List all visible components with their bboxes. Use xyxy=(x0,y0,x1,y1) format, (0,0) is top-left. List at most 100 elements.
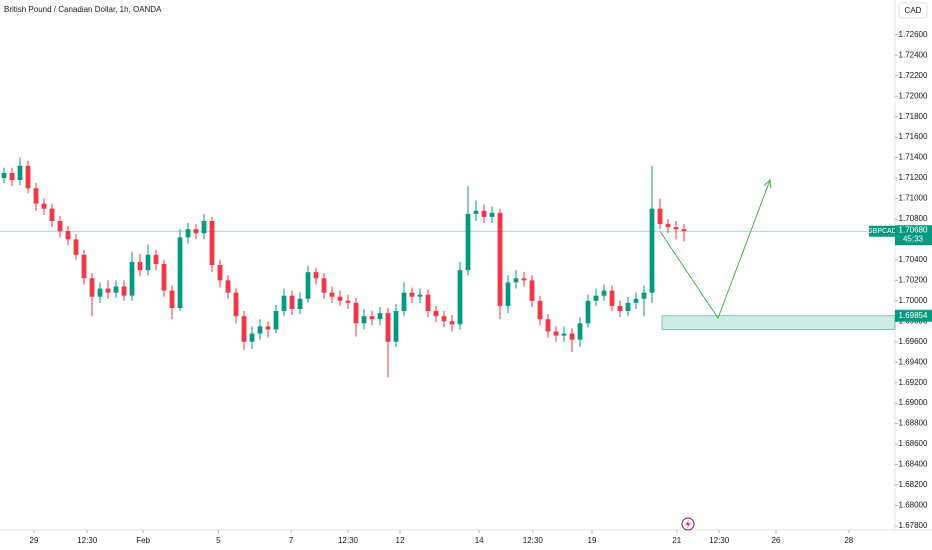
zone-price-tag xyxy=(895,309,932,322)
candle-body xyxy=(553,331,559,336)
candle-body xyxy=(361,316,367,324)
candle-body xyxy=(249,333,255,342)
y-tick-label: 1.70200 xyxy=(899,275,928,284)
candle-body xyxy=(513,278,519,283)
candle-body xyxy=(625,302,631,312)
y-tick-label: 1.68400 xyxy=(899,460,928,469)
y-tick-label: 1.71400 xyxy=(899,153,928,162)
candle-body xyxy=(641,292,647,299)
zone-price-label: 1.69854 xyxy=(899,311,928,320)
candle-body xyxy=(473,210,479,214)
x-tick-label: 12:30 xyxy=(338,536,359,545)
y-tick-label: 1.70800 xyxy=(899,214,928,223)
candle-body xyxy=(449,321,455,325)
candle-body xyxy=(377,313,383,320)
candle-body xyxy=(537,300,543,320)
candle-body xyxy=(65,231,71,240)
x-tick-label: 5 xyxy=(216,536,221,545)
candle-body xyxy=(609,290,615,306)
alert-icon[interactable] xyxy=(681,517,695,531)
x-tick-label: 12:30 xyxy=(523,536,544,545)
y-tick-label: 1.71800 xyxy=(899,112,928,121)
candle-body xyxy=(17,165,23,181)
currency-button[interactable] xyxy=(898,2,928,19)
candle-body xyxy=(481,210,487,217)
x-tick-label: 19 xyxy=(588,536,597,545)
candle-body xyxy=(385,313,391,342)
candle-body xyxy=(649,208,655,293)
y-tick-label: 1.69400 xyxy=(899,357,928,366)
y-tick-label: 1.72400 xyxy=(899,50,928,59)
candle-body xyxy=(209,221,215,265)
y-tick-label: 1.72600 xyxy=(899,30,928,39)
projection-arrow xyxy=(659,180,770,320)
candle-body xyxy=(545,319,551,332)
candle-body xyxy=(81,254,87,279)
candle-body xyxy=(169,290,175,308)
candle-body xyxy=(681,229,687,232)
candle-body xyxy=(89,278,95,297)
y-tick-label: 1.68200 xyxy=(899,480,928,489)
candle-body xyxy=(25,165,31,189)
last-price-tag xyxy=(895,225,932,246)
y-tick-label: 1.68000 xyxy=(899,501,928,510)
candle-body xyxy=(417,294,423,297)
y-tick-label: 1.69600 xyxy=(899,337,928,346)
x-tick-label: 26 xyxy=(772,536,781,545)
candle-body xyxy=(521,278,527,281)
currency-label[interactable]: CAD xyxy=(905,6,922,15)
candle-body xyxy=(177,237,183,308)
candle-body xyxy=(185,229,191,238)
candle-body xyxy=(329,292,335,297)
candle-body xyxy=(33,188,39,204)
candle-body xyxy=(665,224,671,228)
candle-body xyxy=(593,295,599,301)
candle-body xyxy=(153,254,159,264)
candle-body xyxy=(121,286,127,296)
candle-body xyxy=(281,295,287,312)
x-tick-label: 7 xyxy=(289,536,294,545)
symbol-label: GBPCAD xyxy=(867,228,897,235)
candle-body xyxy=(561,333,567,336)
candle-body xyxy=(353,302,359,324)
candle-body xyxy=(489,212,495,217)
candle-body xyxy=(393,311,399,342)
y-tick-label: 1.68800 xyxy=(899,419,928,428)
candle-body xyxy=(241,316,247,342)
candle-body xyxy=(601,290,607,296)
candle-body xyxy=(273,311,279,330)
x-tick-label: 29 xyxy=(30,536,39,545)
candle-body xyxy=(401,292,407,312)
x-tick-label: 12:30 xyxy=(709,536,730,545)
y-tick-label: 1.70000 xyxy=(899,296,928,305)
y-tick-label: 1.70400 xyxy=(899,255,928,264)
y-tick-label: 1.69200 xyxy=(899,378,928,387)
x-tick-label: 12 xyxy=(396,536,405,545)
x-tick-label: 14 xyxy=(475,536,484,545)
y-tick-label: 1.71600 xyxy=(899,132,928,141)
candle-body xyxy=(529,280,535,301)
candle-body xyxy=(657,208,663,225)
candle-body xyxy=(345,300,351,303)
chart-title: British Pound / Canadian Dollar, 1h, OAN… xyxy=(4,5,162,14)
y-tick-label: 1.71200 xyxy=(899,173,928,182)
candle-body xyxy=(225,280,231,293)
candle-body xyxy=(305,272,311,299)
candle-body xyxy=(201,221,207,234)
candle-body xyxy=(113,286,119,293)
candle-body xyxy=(265,326,271,330)
candle-body xyxy=(129,261,135,296)
candle-body xyxy=(409,292,415,297)
candle-body xyxy=(105,288,111,293)
candle-body xyxy=(97,288,103,297)
x-tick-label: Feb xyxy=(136,536,150,545)
symbol-tag xyxy=(869,225,895,237)
candle-body xyxy=(137,261,143,271)
candle-body xyxy=(297,298,303,309)
y-tick-label: 1.69000 xyxy=(899,398,928,407)
candle-body xyxy=(145,254,151,271)
candle-body xyxy=(337,296,343,301)
candle-body xyxy=(57,221,63,232)
